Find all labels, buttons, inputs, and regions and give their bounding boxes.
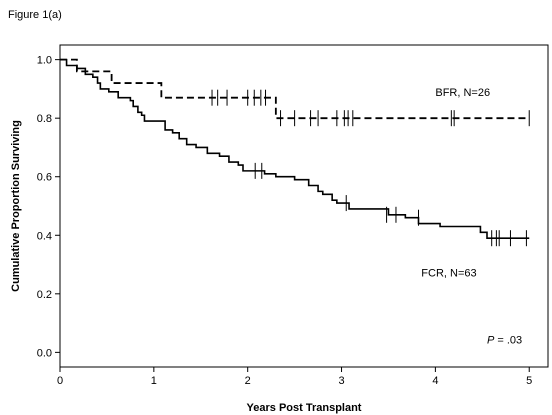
p-value-label: P = .03 — [487, 335, 522, 347]
y-tick-label: 1.0 — [37, 55, 52, 67]
fcr-survival-curve — [60, 58, 530, 239]
axes: 0 1 2 3 4 5 0.0 0.2 0.4 0.6 0.8 1.0 — [37, 55, 533, 387]
y-tick-label: 0.6 — [37, 172, 52, 184]
annotation-layer: BFR, N=26 FCR, N=63 P = .03 — [421, 87, 522, 346]
figure-label: Figure 1(a) — [8, 9, 62, 21]
x-tick-label: 0 — [57, 375, 63, 387]
x-axis-label: Years Post Transplant — [247, 402, 362, 414]
y-tick-label: 0.4 — [37, 230, 52, 242]
x-tick-label: 2 — [245, 375, 251, 387]
y-axis-label: Cumulative Proportion Surviving — [10, 120, 22, 292]
y-tick-label: 0.2 — [37, 289, 52, 301]
x-tick-label: 4 — [432, 375, 438, 387]
bfr-label: BFR, N=26 — [435, 87, 490, 99]
x-tick-label: 1 — [151, 375, 157, 387]
plot-frame — [59, 44, 549, 368]
x-tick-label: 3 — [338, 375, 344, 387]
y-tick-label: 0.8 — [37, 113, 52, 125]
x-tick-label: 5 — [526, 375, 532, 387]
series-layer — [60, 58, 530, 247]
fcr-label: FCR, N=63 — [421, 267, 476, 279]
y-tick-label: 0.0 — [37, 347, 52, 359]
